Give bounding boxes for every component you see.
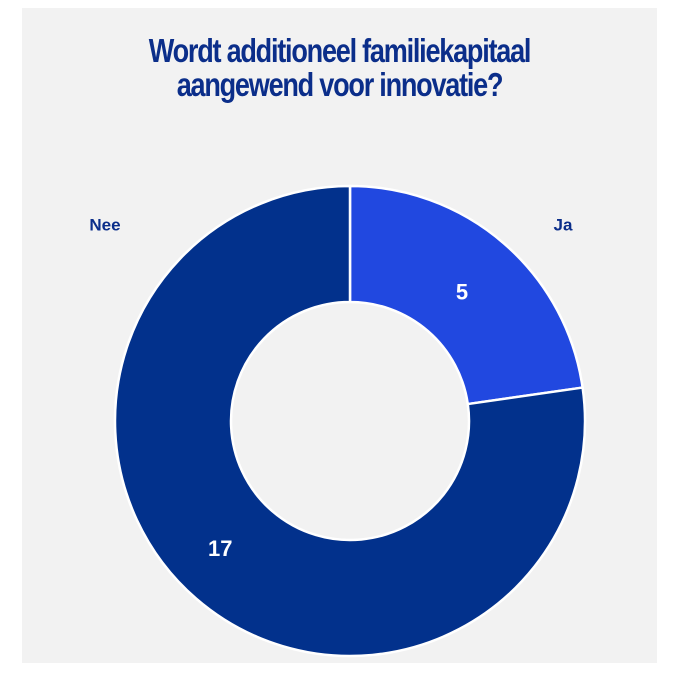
donut-labels: 5 17 Ja Nee (89, 216, 573, 562)
chart-title: Wordt additioneel familiekapitaal aangew… (79, 34, 600, 102)
donut-slices (113, 184, 587, 658)
value-label-ja: 5 (456, 279, 468, 304)
slice-nee (113, 184, 587, 658)
category-label-nee: Nee (89, 216, 120, 235)
category-label-ja: Ja (554, 216, 573, 235)
slice-ja (348, 184, 584, 406)
chart-panel: Wordt additioneel familiekapitaal aangew… (22, 8, 657, 663)
chart-title-line-2: aangewend voor innovatie? (176, 66, 504, 103)
chart-title-line-1: Wordt additioneel familiekapitaal (148, 32, 532, 69)
donut-chart: 5 17 Ja Nee (89, 184, 587, 658)
value-label-nee: 17 (208, 536, 232, 561)
